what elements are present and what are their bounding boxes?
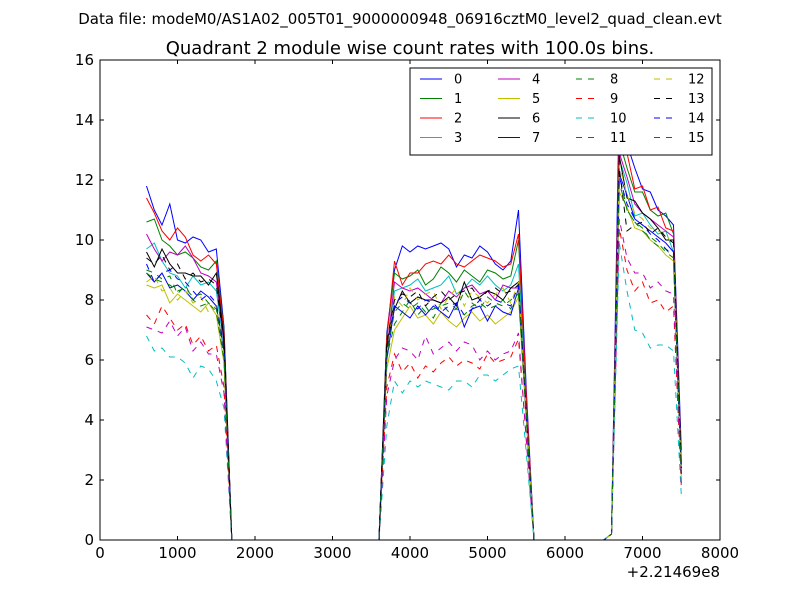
- legend-label-0: 0: [454, 73, 462, 88]
- series-line-3: [146, 158, 682, 541]
- x-tick-label: 4000: [391, 544, 429, 562]
- y-tick-label: 4: [84, 411, 94, 429]
- legend-label-9: 9: [610, 92, 618, 107]
- chart-title: Quadrant 2 module wise count rates with …: [166, 38, 655, 59]
- legend-label-2: 2: [454, 112, 462, 127]
- x-tick-label: 0: [95, 544, 105, 562]
- legend-label-7: 7: [532, 131, 540, 146]
- x-tick-label: 2000: [236, 544, 274, 562]
- x-tick-label: 3000: [313, 544, 351, 562]
- legend-label-8: 8: [610, 73, 618, 88]
- series-line-4: [146, 152, 682, 541]
- y-tick-label: 12: [75, 171, 94, 189]
- series-line-14: [146, 176, 682, 541]
- legend-label-12: 12: [688, 73, 705, 88]
- y-tick-label: 2: [84, 471, 94, 489]
- series-line-11: [146, 218, 682, 541]
- y-tick-label: 0: [84, 531, 94, 549]
- series-line-12: [146, 164, 682, 541]
- legend-label-5: 5: [532, 92, 540, 107]
- legend-label-11: 11: [610, 131, 627, 146]
- y-tick-label: 14: [75, 111, 94, 129]
- series-line-15: [146, 182, 682, 541]
- legend-label-1: 1: [454, 92, 462, 107]
- figure-suptitle: Data file: modeM0/AS1A02_005T01_90000009…: [78, 10, 722, 29]
- series-line-5: [146, 191, 682, 541]
- legend-label-4: 4: [532, 73, 540, 88]
- legend-label-6: 6: [532, 112, 540, 127]
- legend-label-15: 15: [688, 131, 705, 146]
- legend-label-14: 14: [688, 112, 705, 127]
- series-line-6: [146, 155, 682, 541]
- series-line-8: [146, 173, 682, 541]
- series-line-2: [146, 125, 682, 541]
- y-tick-label: 8: [84, 291, 94, 309]
- x-tick-label: 5000: [468, 544, 506, 562]
- x-tick-label: 8000: [701, 544, 739, 562]
- y-tick-label: 6: [84, 351, 94, 369]
- series-line-7: [146, 173, 682, 541]
- legend-label-3: 3: [454, 131, 462, 146]
- series-line-9: [146, 227, 682, 541]
- x-tick-label: 6000: [546, 544, 584, 562]
- legend-label-13: 13: [688, 92, 705, 107]
- axis-ticks: 0 1000 2000 3000 4000 5000 6000 7000 80000246810…: [75, 51, 739, 562]
- x-tick-label: 7000: [623, 544, 661, 562]
- x-tick-label: 1000: [158, 544, 196, 562]
- legend-box: [409, 67, 713, 156]
- y-tick-label: 10: [75, 231, 94, 249]
- y-tick-label: 16: [75, 51, 94, 69]
- legend-label-10: 10: [610, 112, 627, 127]
- series-line-0: [146, 95, 682, 541]
- x-offset-label: +2.21469e8: [627, 563, 720, 581]
- series-line-1: [146, 140, 682, 541]
- series-line-13: [146, 167, 682, 541]
